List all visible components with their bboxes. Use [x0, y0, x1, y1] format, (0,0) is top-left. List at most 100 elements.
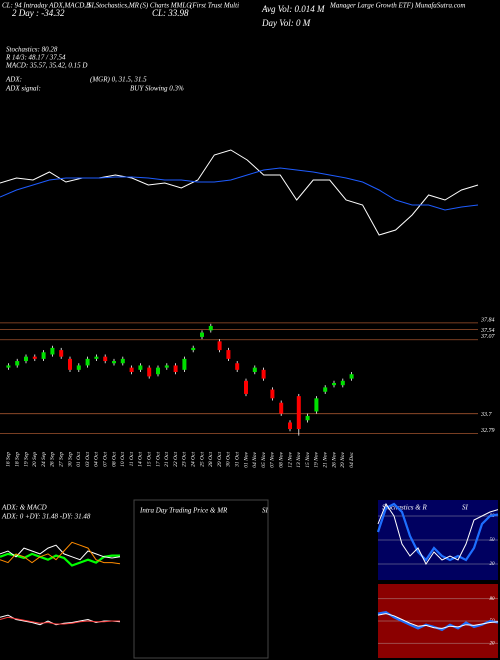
- candle-body: [314, 398, 319, 412]
- panel-title: Stochastics & R: [382, 504, 427, 512]
- panel-title: ADX: & MACD: [1, 504, 47, 512]
- candle-body: [50, 347, 55, 355]
- candle-body: [305, 415, 310, 421]
- series-line: [0, 544, 121, 561]
- candle-body: [147, 367, 152, 377]
- candle-body: [6, 365, 11, 368]
- x-tick-label: 27 Sep: [58, 452, 64, 467]
- x-tick-label: 05 Nov: [261, 451, 267, 467]
- x-tick-label: 29 Oct: [217, 452, 223, 467]
- candle-body: [208, 325, 213, 331]
- candle-body: [217, 341, 222, 351]
- candle-body: [270, 389, 275, 399]
- series-line: [0, 541, 121, 565]
- h: Stochastics: 80.28: [6, 46, 58, 54]
- h: 2 Day : -34.32: [12, 8, 65, 18]
- series-line: [0, 167, 479, 211]
- candle-body: [349, 374, 354, 379]
- h: CL: 94 Intraday ADX,MACD,B: [2, 2, 91, 10]
- y-tick-label: 20: [490, 641, 496, 646]
- candle-body: [68, 358, 72, 370]
- x-tick-label: 24 Oct: [189, 452, 196, 467]
- h: (First Trust Multi: [190, 2, 239, 10]
- candle-body: [129, 367, 134, 373]
- x-tick-label: 19 Nov: [314, 451, 320, 467]
- x-tick-label: 29 Nov: [340, 451, 346, 467]
- h: (S) Charts MMLG: [140, 2, 191, 10]
- series-line: [0, 552, 120, 567]
- candle-body: [279, 402, 284, 414]
- y-tick-label: 33.7: [480, 412, 493, 418]
- x-tick-label: 01 Nov: [243, 451, 249, 467]
- x-tick-label: 08 Oct: [111, 452, 117, 467]
- candle-body: [156, 367, 160, 375]
- y-tick-label: 80: [490, 597, 496, 602]
- h: R 14/3: 48.17 / 37.54: [5, 54, 66, 62]
- h: ADX:: [5, 76, 22, 84]
- candle-body: [32, 356, 37, 359]
- candle-body: [191, 347, 196, 351]
- candle-body: [76, 365, 81, 370]
- h: CL: 33.98: [152, 8, 189, 18]
- candle-body: [103, 356, 108, 362]
- h: SI,Stochastics,MR: [88, 2, 140, 10]
- candle-body: [112, 361, 116, 364]
- series-line: [0, 149, 479, 236]
- candle-body: [332, 382, 336, 386]
- x-tick-label: 04 Dec: [348, 451, 355, 467]
- x-tick-label: 08 Nov: [278, 451, 284, 467]
- candle-body: [235, 363, 240, 370]
- candle-body: [288, 422, 292, 430]
- x-tick-label: 20 Sep: [32, 452, 38, 467]
- candle-body: [200, 332, 204, 337]
- x-tick-label: 31 Oct: [234, 452, 240, 468]
- x-tick-label: 03 Oct: [85, 452, 91, 467]
- candle-body: [261, 369, 266, 379]
- h: (MGR) 0, 31.5, 31.5: [90, 76, 147, 84]
- x-tick-label: 19 Sep: [23, 452, 29, 467]
- x-tick-label: 21 Oct: [164, 452, 170, 467]
- candle-body: [296, 396, 301, 430]
- x-tick-label: 01 Oct: [76, 452, 82, 467]
- x-tick-label: 16 Sep: [6, 452, 12, 467]
- y-tick-label: 37.54: [480, 327, 495, 334]
- x-tick-label: 26 Sep: [50, 452, 56, 467]
- x-tick-label: 10 Oct: [120, 452, 126, 467]
- candle-body: [244, 380, 248, 394]
- h: BUY Slowing 0.3%: [130, 85, 184, 93]
- series-line: [376, 502, 499, 562]
- panel-subtitle: ADX: 0 +DY: 31.48 -DY: 31.48: [1, 513, 91, 521]
- candle-body: [41, 352, 46, 359]
- intraday-box: [133, 499, 269, 659]
- x-tick-label: 26 Nov: [331, 451, 337, 467]
- x-tick-label: 15 Nov: [305, 451, 311, 467]
- x-tick-label: 28 Oct: [208, 452, 214, 467]
- candle-body: [252, 367, 257, 373]
- h: Manager Large Growth ETF) MunafaSutra.co…: [329, 2, 465, 10]
- x-tick-label: 07 Nov: [270, 451, 276, 467]
- y-tick-label: 37.84: [480, 316, 495, 323]
- x-tick-label: 23 Oct: [182, 452, 188, 467]
- candle-body: [24, 356, 28, 362]
- y-tick-label: 50: [490, 538, 496, 543]
- x-tick-label: 17 Oct: [155, 452, 161, 467]
- x-tick-label: 30 Oct: [226, 452, 232, 468]
- x-tick-label: 04 Nov: [251, 451, 258, 467]
- x-tick-label: 21 Nov: [322, 451, 328, 467]
- x-tick-label: 07 Oct: [102, 452, 108, 467]
- x-tick-label: 25 Oct: [199, 452, 205, 467]
- x-tick-label: 04 Oct: [93, 452, 100, 467]
- x-tick-label: 13 Nov: [296, 451, 302, 467]
- x-tick-label: 18 Sep: [14, 452, 20, 467]
- h: Avg Vol: 0.014 M: [261, 4, 325, 14]
- candle-body: [340, 380, 345, 386]
- series-line: [0, 616, 120, 625]
- candle-body: [323, 387, 328, 392]
- x-tick-label: 12 Nov: [287, 451, 293, 467]
- x-tick-label: 15 Oct: [146, 452, 152, 467]
- intraday-tag: SI: [262, 507, 269, 515]
- series-line: [377, 613, 499, 629]
- x-tick-label: 24 Sep: [40, 452, 47, 467]
- panel-subtitle: SI: [462, 504, 469, 512]
